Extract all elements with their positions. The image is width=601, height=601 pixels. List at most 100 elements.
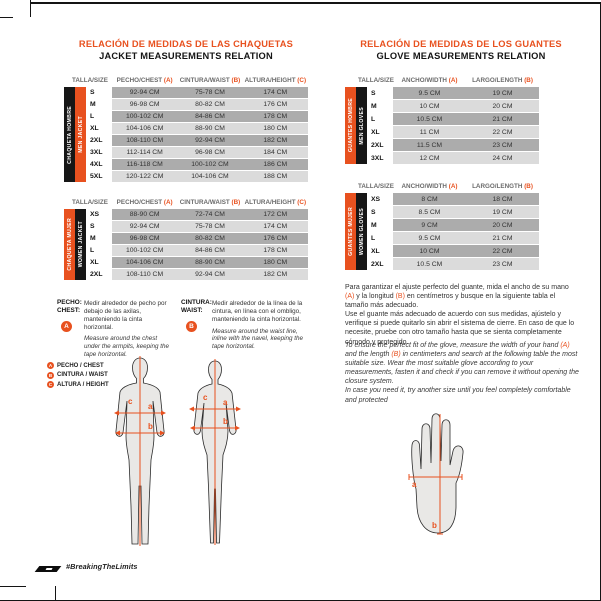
measurement-cell: 96-98 CM (177, 147, 243, 158)
measurement-cell: 180 CM (242, 123, 308, 134)
measurement-cell: 176 CM (242, 99, 308, 110)
measurement-cell: 80-82 CM (177, 99, 243, 110)
header-width: ANCHO/WIDTH (A) (401, 183, 458, 190)
crop-mark-top-left-v (30, 0, 31, 17)
measurement-cell: 174 CM (242, 221, 308, 232)
measurement-cell: 11.5 CM (393, 139, 466, 151)
women-jacket-table: TALLA/SIZE PECHO/CHEST (A) CINTURA/WAIST… (64, 196, 308, 280)
page-border-bottom (0, 599, 601, 601)
measurement-cell: 104-106 CM (177, 171, 243, 182)
size-cell: M (86, 233, 112, 244)
side-label-chaqueta-hombre: CHAQUETA HOMBRE (64, 87, 75, 182)
size-cell: XL (86, 257, 112, 268)
table-row: XL 104-106 CM 88-90 CM 180 CM (86, 123, 308, 134)
glove-note-en-p1: To ensure the perfect fit of the glove, … (345, 342, 579, 386)
arrow-left-icon (114, 410, 119, 416)
measurement-cell: 100-102 CM (112, 245, 178, 256)
table-row: L 100-102 CM 84-86 CM 178 CM (86, 111, 308, 122)
header-size: TALLA/SIZE (72, 199, 108, 206)
men-gloves-rows: S 9.5 CM 19 CM M 10 CM 20 CM L 10.5 CM 21 CM XL 11… (367, 87, 539, 164)
measurement-cell: 9 CM (393, 219, 466, 231)
side-label-women-gloves: WOMEN GLOVES (356, 193, 367, 270)
measurement-cell: 11 CM (393, 126, 466, 138)
header-waist: CINTURA/WAIST (B) (179, 199, 241, 206)
measurement-cell: 22 CM (466, 245, 539, 257)
measurement-cell: 188 CM (242, 171, 308, 182)
size-cell: S (86, 221, 112, 232)
arrow-right-icon (160, 430, 165, 436)
measurement-cell: 9.5 CM (393, 87, 466, 99)
size-cell: 2XL (86, 135, 112, 146)
table-row: S 8.5 CM 19 CM (367, 206, 539, 218)
label-a: a (223, 398, 228, 407)
measurement-cell: 88-90 CM (112, 209, 178, 220)
table-row: L 10.5 CM 21 CM (367, 113, 539, 125)
size-cell: S (367, 206, 393, 218)
women-gloves-table: TALLA/SIZE ANCHO/WIDTH (A) LARGO/LENGTH … (345, 180, 539, 270)
header-length: LARGO/LENGTH (B) (472, 77, 533, 84)
table-row: 3XL 112-114 CM 96-98 CM 184 CM (86, 147, 308, 158)
size-cell: L (367, 232, 393, 244)
crop-mark-top-left-h (0, 17, 13, 18)
side-label-men-jacket: MEN JACKET (75, 87, 86, 182)
table-row: 3XL 12 CM 24 CM (367, 152, 539, 164)
letter-a-ref: (A) (345, 293, 355, 301)
side-label-guantes-hombre: GUANTES HOMBRE (345, 87, 356, 164)
measurement-cell: 176 CM (242, 233, 308, 244)
measurement-cell: 178 CM (242, 245, 308, 256)
size-cell: 2XL (86, 269, 112, 280)
glove-note-en: To ensure the perfect fit of the glove, … (345, 341, 579, 405)
header-height: ALTURA/HEIGHT (C) (244, 199, 307, 206)
size-cell: XL (367, 245, 393, 257)
table-row: M 96-98 CM 80-82 CM 176 CM (86, 233, 308, 244)
measurement-cell: 24 CM (466, 152, 539, 164)
measurement-cell: 19 CM (466, 87, 539, 99)
label-c: c (128, 397, 133, 406)
header-size: TALLA/SIZE (72, 77, 108, 84)
arrow-right-icon (161, 410, 166, 416)
measurement-cell: 8.5 CM (393, 206, 466, 218)
measurement-cell: 8 CM (393, 193, 466, 205)
legend-item-waist: B CINTURA / WAIST (47, 371, 108, 379)
measurement-cell: 10 CM (393, 245, 466, 257)
women-jacket-rows: XS 88-90 CM 72-74 CM 172 CM S 92-94 CM 75-78 C… (86, 209, 308, 280)
jacket-title-en: JACKET MEASUREMENTS RELATION (99, 50, 273, 61)
waist-text-en: Measure around the waist line, inline wi… (212, 327, 304, 351)
measurement-cell: 19 CM (466, 206, 539, 218)
size-cell: L (86, 111, 112, 122)
hand-silhouette (411, 413, 464, 534)
measurement-cell: 92-94 CM (177, 269, 243, 280)
table-row: S 9.5 CM 19 CM (367, 87, 539, 99)
measurement-cell: 75-78 CM (177, 87, 243, 98)
size-cell: XL (367, 126, 393, 138)
measurement-cell: 84-86 CM (177, 245, 243, 256)
table-row: 4XL 116-118 CM 100-102 CM 186 CM (86, 159, 308, 170)
measurement-cell: 182 CM (242, 269, 308, 280)
size-cell: 3XL (367, 152, 393, 164)
measurement-cell: 22 CM (466, 126, 539, 138)
measurement-cell: 100-102 CM (112, 111, 178, 122)
letter-a-ref: (A) (560, 342, 570, 349)
measurement-cell: 108-110 CM (112, 135, 178, 146)
header-size: TALLA/SIZE (358, 77, 394, 84)
page-border-top (30, 2, 601, 4)
measurement-cell: 180 CM (242, 257, 308, 268)
arrow-left-icon (189, 406, 194, 412)
side-label-guantes-mujer: GUANTES MUJER (345, 193, 356, 270)
waist-letter-badge: B (186, 321, 197, 332)
legend-item-height: C ALTURA / HEIGHT (47, 381, 109, 388)
measurement-cell: 72-74 CM (177, 209, 243, 220)
chest-guide-label: PECHO: CHEST: (57, 299, 82, 314)
measurement-cell: 184 CM (242, 147, 308, 158)
jacket-section-title: RELACIÓN DE MEDIDAS DE LAS CHAQUETAS JAC… (38, 39, 334, 62)
chest-letter-badge: A (61, 321, 72, 332)
waist-text-es: Medir alrededor de la línea de la cintur… (212, 300, 303, 323)
measurement-cell: 84-86 CM (177, 111, 243, 122)
table-row: M 10 CM 20 CM (367, 100, 539, 112)
measurement-cell: 120-122 CM (112, 171, 178, 182)
glove-note-es-p1: Para garantizar el ajuste perfecto del g… (345, 284, 569, 310)
measurement-cell: 100-102 CM (177, 159, 243, 170)
brand-swoosh-icon (34, 566, 62, 572)
measurement-cell: 96-98 CM (112, 99, 178, 110)
